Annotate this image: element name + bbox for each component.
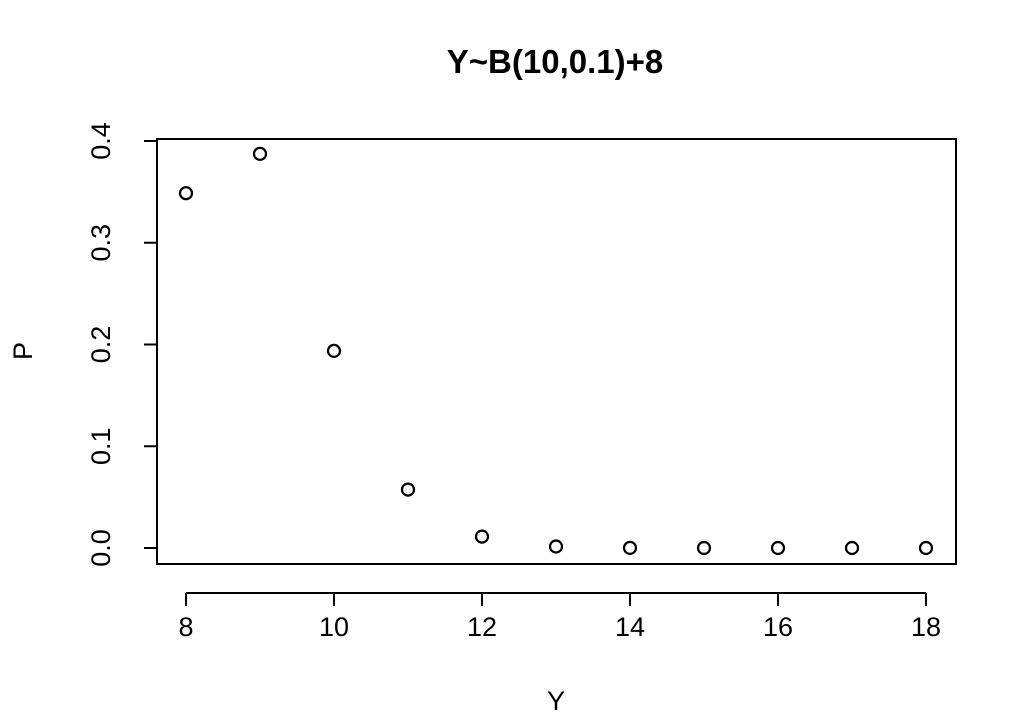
y-tick-label: 0.3 [86,224,116,262]
data-point [178,186,194,201]
x-tick-label: 10 [319,612,349,642]
x-axis-label: Y [547,686,565,716]
data-point [696,540,712,556]
y-tick-label: 0.1 [86,427,116,465]
data-point [400,482,416,497]
data-point [326,343,342,359]
data-point [844,540,860,556]
x-axis: 8 10 12 14 16 18 [178,592,941,642]
data-point [622,540,638,555]
x-tick-label: 18 [911,612,941,642]
x-tick-label: 12 [467,612,497,642]
data-points [178,146,934,556]
data-point [252,146,268,161]
x-tick-label: 14 [615,612,645,642]
y-tick-label: 0.0 [86,529,116,567]
x-tick-label: 8 [178,612,193,642]
data-point [770,540,786,556]
plot-frame [156,138,957,565]
y-axis-label: P [8,342,38,360]
y-tick-label: 0.4 [86,122,116,160]
chart-title: Y~B(10,0.1)+8 [447,43,663,80]
x-tick-label: 16 [763,612,793,642]
y-axis: 0.0 0.1 0.2 0.3 0.4 [86,122,158,567]
y-tick-label: 0.2 [86,326,116,364]
data-point [548,539,564,554]
data-point [474,529,490,544]
data-point [918,540,934,556]
